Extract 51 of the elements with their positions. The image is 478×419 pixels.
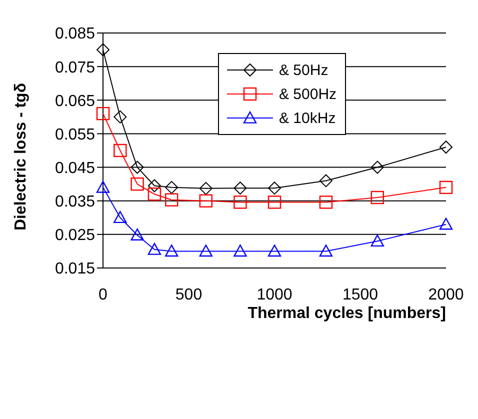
x-tick-label: 0	[98, 286, 108, 304]
point	[114, 211, 127, 224]
y-axis-title: Dielectric loss - tgδ	[12, 82, 30, 230]
x-tick-label: 1000	[256, 286, 292, 304]
point	[440, 140, 452, 154]
point	[96, 43, 110, 56]
point	[319, 196, 333, 209]
point	[114, 144, 127, 158]
point	[199, 194, 212, 208]
point	[439, 180, 453, 194]
point	[199, 244, 212, 257]
point	[114, 110, 127, 124]
y-tick-label: 0.035	[54, 194, 96, 211]
point	[370, 160, 384, 174]
point	[165, 244, 178, 257]
point	[148, 188, 162, 201]
legend-label: & 50Hz	[279, 62, 328, 78]
point	[439, 218, 453, 230]
point	[370, 190, 384, 204]
y-tick-label: 0.025	[54, 227, 96, 244]
y-tick-label: 0.045	[54, 160, 96, 177]
y-tick-label: 0.085	[54, 26, 96, 43]
point	[165, 193, 178, 206]
point	[148, 179, 161, 192]
point	[268, 182, 281, 195]
point	[319, 244, 333, 257]
x-tick-label: 1500	[342, 286, 378, 304]
point	[234, 196, 247, 209]
y-tick-label: 0.055	[54, 126, 96, 144]
point	[234, 244, 247, 257]
point	[130, 160, 144, 174]
x-tick-label: 500	[175, 286, 202, 304]
point	[96, 106, 110, 120]
x-tick-label: 2000	[428, 286, 464, 304]
legend-label: & 10kHz	[279, 110, 336, 126]
legend-label: & 500Hz	[279, 86, 337, 102]
x-axis-title: Thermal cycles [numbers]	[248, 305, 446, 322]
point	[130, 228, 144, 240]
y-tick-label: 0.015	[54, 260, 96, 278]
point	[370, 234, 384, 247]
y-tick-label: 0.065	[54, 92, 96, 110]
y-tick-label: 0.075	[54, 59, 96, 76]
point	[268, 196, 282, 209]
point	[234, 182, 247, 195]
point	[130, 177, 144, 191]
point	[148, 242, 162, 255]
point	[199, 182, 212, 195]
point	[268, 244, 282, 257]
point	[319, 174, 332, 188]
point	[96, 180, 110, 193]
point	[165, 180, 178, 194]
